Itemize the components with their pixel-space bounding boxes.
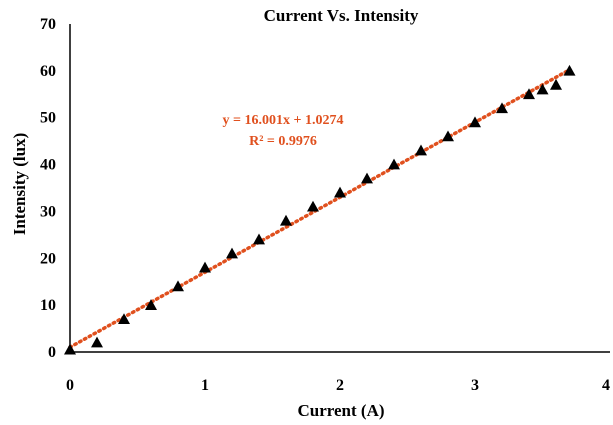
data-point (307, 200, 319, 212)
axes (69, 24, 610, 353)
y-tick-label: 50 (40, 110, 56, 127)
y-tick-label: 30 (40, 203, 56, 220)
data-point (442, 130, 454, 142)
data-point (415, 144, 427, 156)
data-point (253, 233, 265, 245)
trendline-r-squared: R² = 0.9976 (249, 134, 317, 149)
data-point (172, 280, 184, 292)
data-point (145, 299, 157, 310)
data-point (388, 158, 400, 170)
data-point (64, 343, 76, 355)
y-tick-label: 60 (40, 63, 56, 80)
x-tick-label: 1 (201, 377, 209, 394)
data-point (496, 102, 508, 114)
y-tick-label: 40 (40, 157, 56, 174)
data-point (523, 88, 535, 100)
x-tick-label: 4 (602, 377, 610, 394)
x-tick-label: 2 (336, 377, 344, 394)
data-point (226, 247, 238, 259)
data-point (280, 214, 292, 226)
x-tick-label: 3 (471, 377, 479, 394)
y-tick-label: 10 (40, 297, 56, 314)
chart-title: Current Vs. Intensity (264, 6, 419, 25)
y-tick-label: 70 (40, 16, 56, 33)
data-point (361, 172, 373, 184)
y-tick-labels: 0 10 20 30 40 50 60 70 (40, 16, 56, 361)
data-point (91, 336, 103, 348)
data-point (118, 313, 130, 324)
data-points (64, 64, 576, 355)
trendline (68, 68, 572, 349)
x-axis-label: Current (A) (297, 401, 384, 420)
data-point (550, 78, 562, 90)
trendline-equation: y = 16.001x + 1.0274 (223, 113, 344, 128)
x-tick-labels: 0 1 2 3 4 (66, 377, 610, 394)
data-point (469, 116, 481, 128)
y-tick-label: 20 (40, 250, 56, 267)
data-point (199, 261, 211, 273)
x-tick-label: 0 (66, 377, 74, 394)
data-point (536, 83, 549, 95)
y-tick-label: 0 (48, 344, 56, 361)
data-point (334, 186, 346, 198)
y-axis-label: Intensity (lux) (10, 133, 29, 235)
data-point (563, 64, 576, 76)
